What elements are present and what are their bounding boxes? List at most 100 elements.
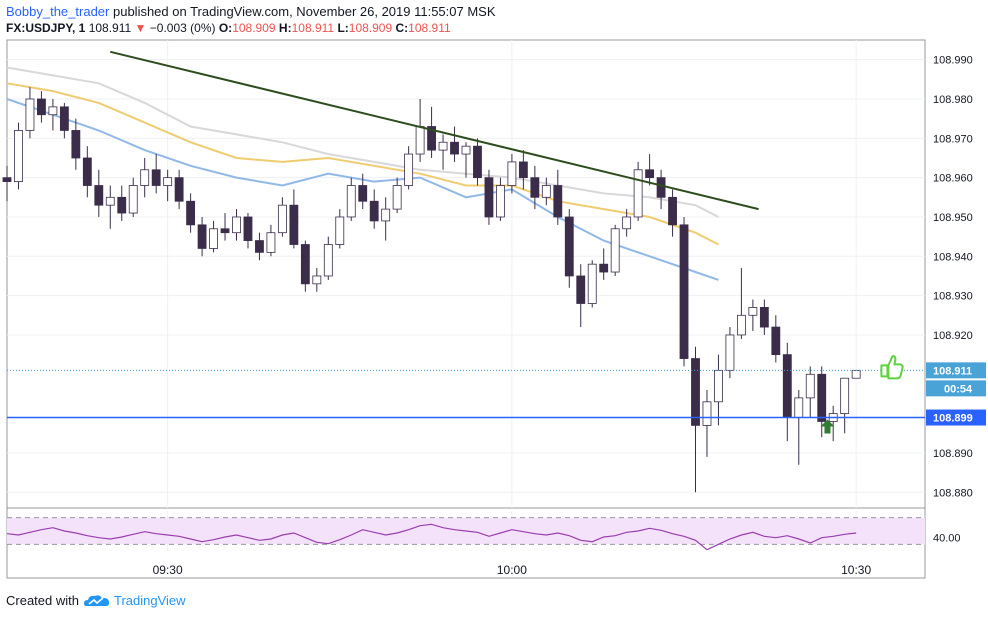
- candle-body: [312, 275, 322, 285]
- change-arrow-icon: ▼: [134, 21, 147, 35]
- y-tick-label: 108.980: [933, 94, 973, 106]
- candle-body: [702, 401, 712, 426]
- candle-body: [381, 208, 391, 222]
- candle-body: [633, 169, 643, 218]
- symbol-label[interactable]: FX:USDJPY, 1: [6, 21, 86, 35]
- candle-body: [14, 130, 23, 182]
- candle-body: [736, 314, 746, 336]
- candle-body: [622, 216, 632, 230]
- price-label: 108.911: [933, 365, 972, 377]
- price-change: −0.003 (0%): [149, 21, 216, 35]
- candle-body: [151, 169, 161, 186]
- x-tick-label: 10:30: [841, 563, 871, 577]
- close-label: C:: [395, 21, 409, 35]
- candle-body: [209, 228, 218, 249]
- candle-body: [587, 263, 597, 304]
- candle-body: [300, 244, 310, 285]
- candle-body: [450, 141, 459, 155]
- candle-body: [782, 354, 792, 418]
- rsi-pane: [6, 517, 925, 551]
- price-pane: [6, 39, 926, 509]
- drawings: [7, 50, 925, 434]
- candle-body: [243, 216, 253, 241]
- candle-body: [174, 177, 184, 202]
- candle-body: [645, 169, 655, 179]
- candle-body: [289, 204, 299, 245]
- y-tick-label: 108.950: [933, 212, 973, 224]
- candle-body: [461, 145, 471, 155]
- candle-body: [197, 224, 207, 249]
- candle-body: [530, 177, 540, 198]
- candle-body: [82, 157, 92, 186]
- close-value: 108.911: [408, 21, 451, 35]
- candle-body: [518, 161, 528, 179]
- candle-body: [232, 216, 241, 234]
- y-tick-label: 108.930: [933, 291, 973, 303]
- candle-body: [415, 126, 425, 155]
- author-link[interactable]: Bobby_the_trader: [6, 4, 110, 19]
- candle-body: [610, 228, 620, 273]
- candle-body: [851, 369, 861, 379]
- candle-body: [277, 204, 287, 234]
- candle-body: [427, 126, 436, 151]
- candle-body: [266, 232, 276, 253]
- candle-body: [369, 200, 379, 222]
- candle-body: [94, 185, 104, 206]
- candle-body: [186, 200, 196, 226]
- publish-header: Bobby_the_trader published on TradingVie…: [6, 4, 496, 19]
- tradingview-logo-icon: [83, 594, 109, 606]
- rsi-tick-label: 40.00: [933, 533, 961, 545]
- candle-body: [748, 307, 758, 316]
- footer: Created with TradingView: [6, 593, 186, 608]
- candle-body: [473, 145, 482, 179]
- candle-body: [404, 153, 414, 186]
- candle-body: [128, 185, 138, 214]
- high-value: 108.911: [291, 21, 335, 35]
- candle-body: [105, 196, 115, 206]
- candle-body: [220, 228, 230, 234]
- y-tick-label: 108.990: [933, 55, 973, 67]
- y-tick-label: 108.940: [933, 251, 973, 263]
- candle-body: [805, 373, 815, 399]
- candle-body: [2, 177, 12, 182]
- candle-body: [140, 169, 150, 186]
- countdown-label: 00:54: [944, 383, 973, 395]
- candle-body: [117, 196, 127, 214]
- moving-average-line: [6, 66, 719, 218]
- grid-lines: [7, 40, 925, 551]
- low-value: 108.909: [348, 21, 393, 35]
- open-label: O:: [218, 21, 233, 35]
- candle-body: [392, 185, 402, 210]
- candle-body: [358, 185, 368, 202]
- candle-body: [25, 98, 35, 131]
- last-price: 108.911: [88, 21, 132, 35]
- candle-body: [163, 177, 173, 186]
- candle-body: [794, 397, 804, 418]
- candle-body: [553, 185, 563, 218]
- tradingview-brand[interactable]: TradingView: [113, 593, 186, 608]
- candles: [2, 87, 861, 493]
- candle-body: [714, 369, 723, 403]
- trendline: [110, 50, 759, 211]
- up-arrow-icon: [820, 419, 835, 434]
- candle-body: [564, 216, 574, 277]
- candle-body: [759, 307, 769, 328]
- y-tick-label: 108.890: [933, 448, 973, 460]
- candle-body: [496, 185, 505, 218]
- candle-body: [48, 106, 58, 116]
- support-label: 108.899: [933, 413, 973, 425]
- publish-info: published on TradingView.com, November 2…: [112, 4, 496, 19]
- countdown-box: [926, 380, 986, 397]
- candle-body: [725, 334, 735, 371]
- x-tick-label: 09:30: [153, 563, 183, 577]
- low-label: L:: [337, 21, 349, 35]
- candle-body: [691, 358, 700, 426]
- rsi-line: [6, 523, 857, 551]
- x-tick-label: 10:00: [497, 563, 527, 577]
- y-tick-label: 108.970: [933, 133, 973, 145]
- y-tick-label: 108.960: [933, 173, 973, 185]
- moving-average-line: [6, 82, 719, 246]
- candle-body: [541, 185, 551, 198]
- candle-body: [438, 141, 448, 151]
